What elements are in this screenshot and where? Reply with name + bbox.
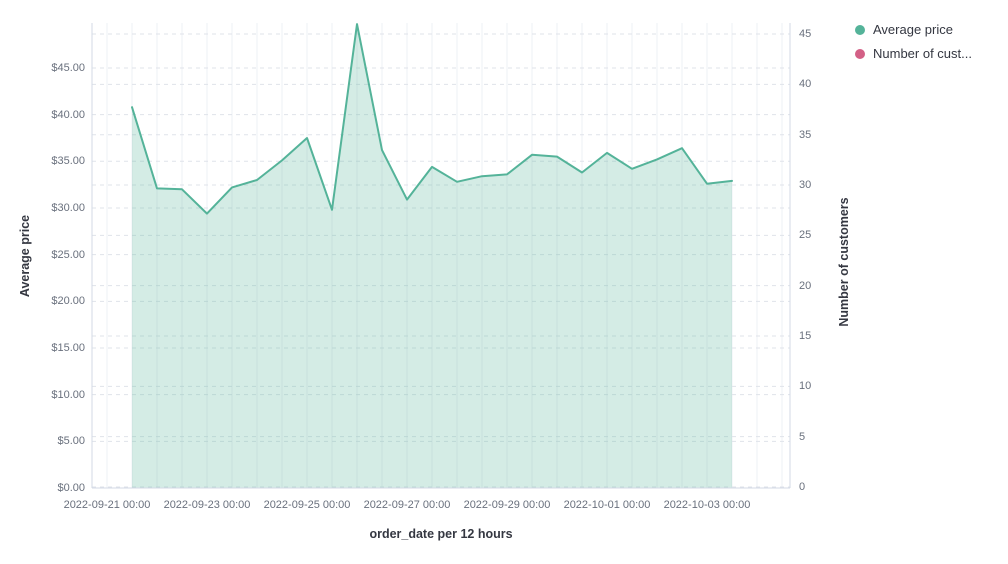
legend-label: Average price — [873, 22, 953, 37]
x-tick-label: 2022-09-29 00:00 — [463, 499, 551, 511]
y-left-tick-label: $35.00 — [51, 155, 85, 168]
legend-dot — [855, 48, 865, 59]
y-right-tick-label: 35 — [799, 128, 812, 141]
y-right-tick-label: 20 — [799, 279, 812, 292]
legend-item[interactable]: Number of cust... — [855, 46, 972, 61]
y-right-tick-label: 15 — [799, 330, 812, 342]
x-tick-label: 2022-09-21 00:00 — [63, 499, 151, 511]
y-left-tick-label: $10.00 — [51, 388, 85, 401]
y-right-tick-label: 40 — [799, 78, 812, 91]
y-right-tick-label: 10 — [799, 380, 812, 393]
legend-dot — [855, 24, 865, 35]
x-tick-label: 2022-10-01 00:00 — [563, 499, 651, 511]
x-tick-label: 2022-09-23 00:00 — [163, 499, 251, 511]
y-right-tick-label: 0 — [799, 481, 806, 493]
y-right-tick-label: 5 — [799, 430, 806, 443]
y-left-tick-label: $15.00 — [51, 341, 85, 354]
y-left-tick-label: $40.00 — [51, 108, 85, 121]
y-left-tick-label: $25.00 — [51, 248, 85, 261]
y-right-tick-label: 25 — [799, 229, 812, 242]
x-tick-label: 2022-09-25 00:00 — [263, 499, 351, 511]
y-axis-right-title: Number of customers — [837, 197, 851, 327]
average-price-line — [131, 23, 733, 215]
x-axis-title: order_date per 12 hours — [369, 527, 513, 541]
y-left-tick-label: $5.00 — [57, 435, 85, 448]
average-price-area — [132, 24, 732, 488]
x-tick-label: 2022-10-03 00:00 — [663, 499, 751, 511]
legend: Average price Number of cust... — [855, 22, 972, 61]
y-left-tick-label: $30.00 — [51, 201, 85, 214]
y-right-tick-label: 45 — [799, 28, 812, 41]
legend-item[interactable]: Average price — [855, 22, 972, 37]
x-tick-label: 2022-09-27 00:00 — [363, 499, 451, 511]
y-right-tick-label: 30 — [799, 179, 812, 192]
y-axis-left-title: Average price — [18, 214, 32, 298]
y-left-tick-label: $20.00 — [51, 295, 85, 308]
y-left-tick-label: $0.00 — [57, 482, 85, 494]
y-left-tick-label: $45.00 — [51, 61, 85, 74]
legend-label: Number of cust... — [873, 46, 972, 61]
